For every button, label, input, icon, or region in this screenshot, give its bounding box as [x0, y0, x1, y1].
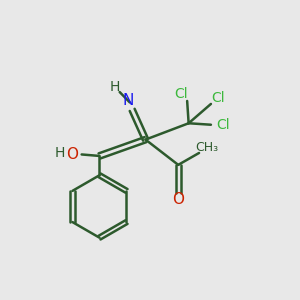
Text: Cl: Cl: [174, 86, 188, 100]
Text: N: N: [123, 94, 134, 109]
Text: Cl: Cl: [212, 91, 225, 105]
Text: H: H: [55, 146, 65, 160]
Text: O: O: [172, 192, 184, 207]
Text: H: H: [109, 80, 119, 94]
Text: Cl: Cl: [216, 118, 230, 132]
Text: O: O: [66, 147, 78, 162]
Text: CH₃: CH₃: [195, 140, 218, 154]
